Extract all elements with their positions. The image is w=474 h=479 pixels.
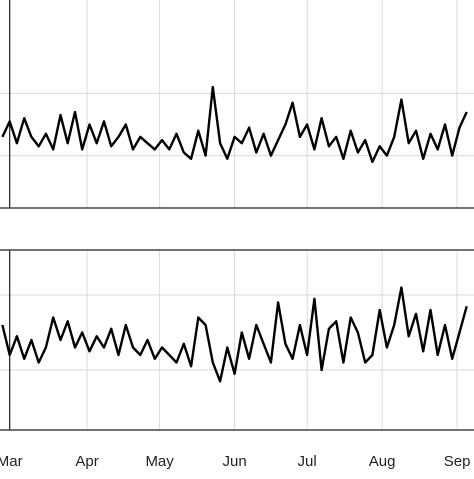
- x-tick-label: May: [145, 453, 174, 470]
- data-line: [1, 85, 468, 164]
- x-tick-label: Aug: [369, 453, 396, 470]
- x-tick-label: Mar: [0, 453, 23, 470]
- x-tick-label: Jun: [222, 453, 246, 470]
- x-tick-label: Apr: [75, 453, 98, 470]
- data-line: [1, 286, 468, 383]
- x-tick-label: Jul: [298, 453, 317, 470]
- x-tick-label: Sep: [444, 453, 471, 470]
